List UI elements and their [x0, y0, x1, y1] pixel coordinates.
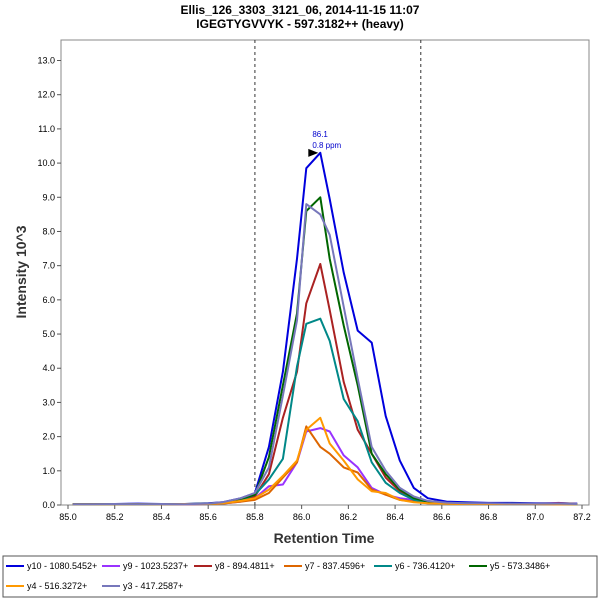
y-axis: 0.0 1.0 2.0 3.0 4.0 5.0 6.0 7.0 8.0 9.0 10.0 11.0 12… [37, 56, 61, 510]
legend [2, 555, 598, 598]
y-tick-label: 7.0 [42, 261, 55, 271]
y-tick-label: 3.0 [42, 397, 55, 407]
x-tick-label: 85.2 [106, 512, 124, 522]
y-tick-label: 8.0 [42, 226, 55, 236]
series-line [72, 203, 578, 506]
x-tick-label: 85.8 [246, 512, 264, 522]
peak-rt-label: 86.1 [312, 130, 328, 139]
y-tick-label: 6.0 [42, 295, 55, 305]
x-tick-label: 87.0 [526, 512, 544, 522]
y-tick-label: 11.0 [38, 124, 55, 134]
x-tick-label: 87.2 [573, 512, 591, 522]
legend-label: y9 - 1023.5237+ [123, 561, 188, 571]
peak-ppm-label: 0.8 ppm [312, 141, 341, 150]
peak-annotation: 86.1 0.8 ppm [308, 130, 342, 157]
plot-area [60, 39, 590, 506]
x-tick-label: 86.6 [433, 512, 451, 522]
x-tick-label: 86.2 [340, 512, 358, 522]
x-axis-label: Retention Time [274, 530, 375, 546]
y-tick-label: 4.0 [42, 363, 55, 373]
legend-label: y8 - 894.4811+ [215, 561, 275, 571]
legend-label: y10 - 1080.5452+ [27, 561, 97, 571]
legend-label: y6 - 736.4120+ [395, 561, 455, 571]
y-tick-label: 1.0 [42, 466, 55, 476]
chart-title: Ellis_126_3303_3121_06, 2014-11-15 11:07 [181, 3, 420, 17]
legend-label: y3 - 417.2587+ [123, 581, 183, 591]
y-tick-label: 9.0 [42, 192, 55, 202]
x-tick-label: 85.4 [153, 512, 171, 522]
legend-label: y7 - 837.4596+ [305, 561, 365, 571]
y-tick-label: 2.0 [42, 432, 55, 442]
y-axis-label: Intensity 10^3 [13, 225, 29, 318]
x-tick-label: 86.4 [386, 512, 404, 522]
y-tick-label: 12.0 [37, 90, 55, 100]
legend-items: y10 - 1080.5452+ y9 - 1023.5237+ y8 - 894.… [6, 561, 550, 591]
legend-label: y4 - 516.3272+ [27, 581, 87, 591]
peak-marker-icon [308, 148, 319, 157]
x-tick-label: 85.0 [59, 512, 77, 522]
x-tick-label: 86.8 [480, 512, 498, 522]
chart-subtitle: IGEGTYGVVYK - 597.3182++ (heavy) [196, 17, 403, 31]
x-tick-label: 85.6 [199, 512, 217, 522]
y-tick-label: 5.0 [42, 329, 55, 339]
series-lines [72, 151, 578, 506]
y-tick-label: 13.0 [37, 56, 55, 66]
x-axis: 85.0 85.2 85.4 85.6 85.8 86.0 86.2 86.4 86.6 86.8… [59, 505, 591, 522]
y-tick-label: 10.0 [37, 158, 55, 168]
legend-label: y5 - 573.3486+ [490, 561, 550, 571]
x-tick-label: 86.0 [293, 512, 311, 522]
y-tick-label: 0.0 [42, 500, 55, 510]
